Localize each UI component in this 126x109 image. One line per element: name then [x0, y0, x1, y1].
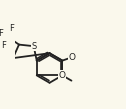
Text: O: O [69, 53, 76, 62]
Text: S: S [31, 42, 36, 51]
Text: O: O [59, 71, 66, 80]
Text: F: F [0, 29, 3, 38]
Text: F: F [2, 41, 6, 50]
Text: F: F [9, 24, 14, 33]
